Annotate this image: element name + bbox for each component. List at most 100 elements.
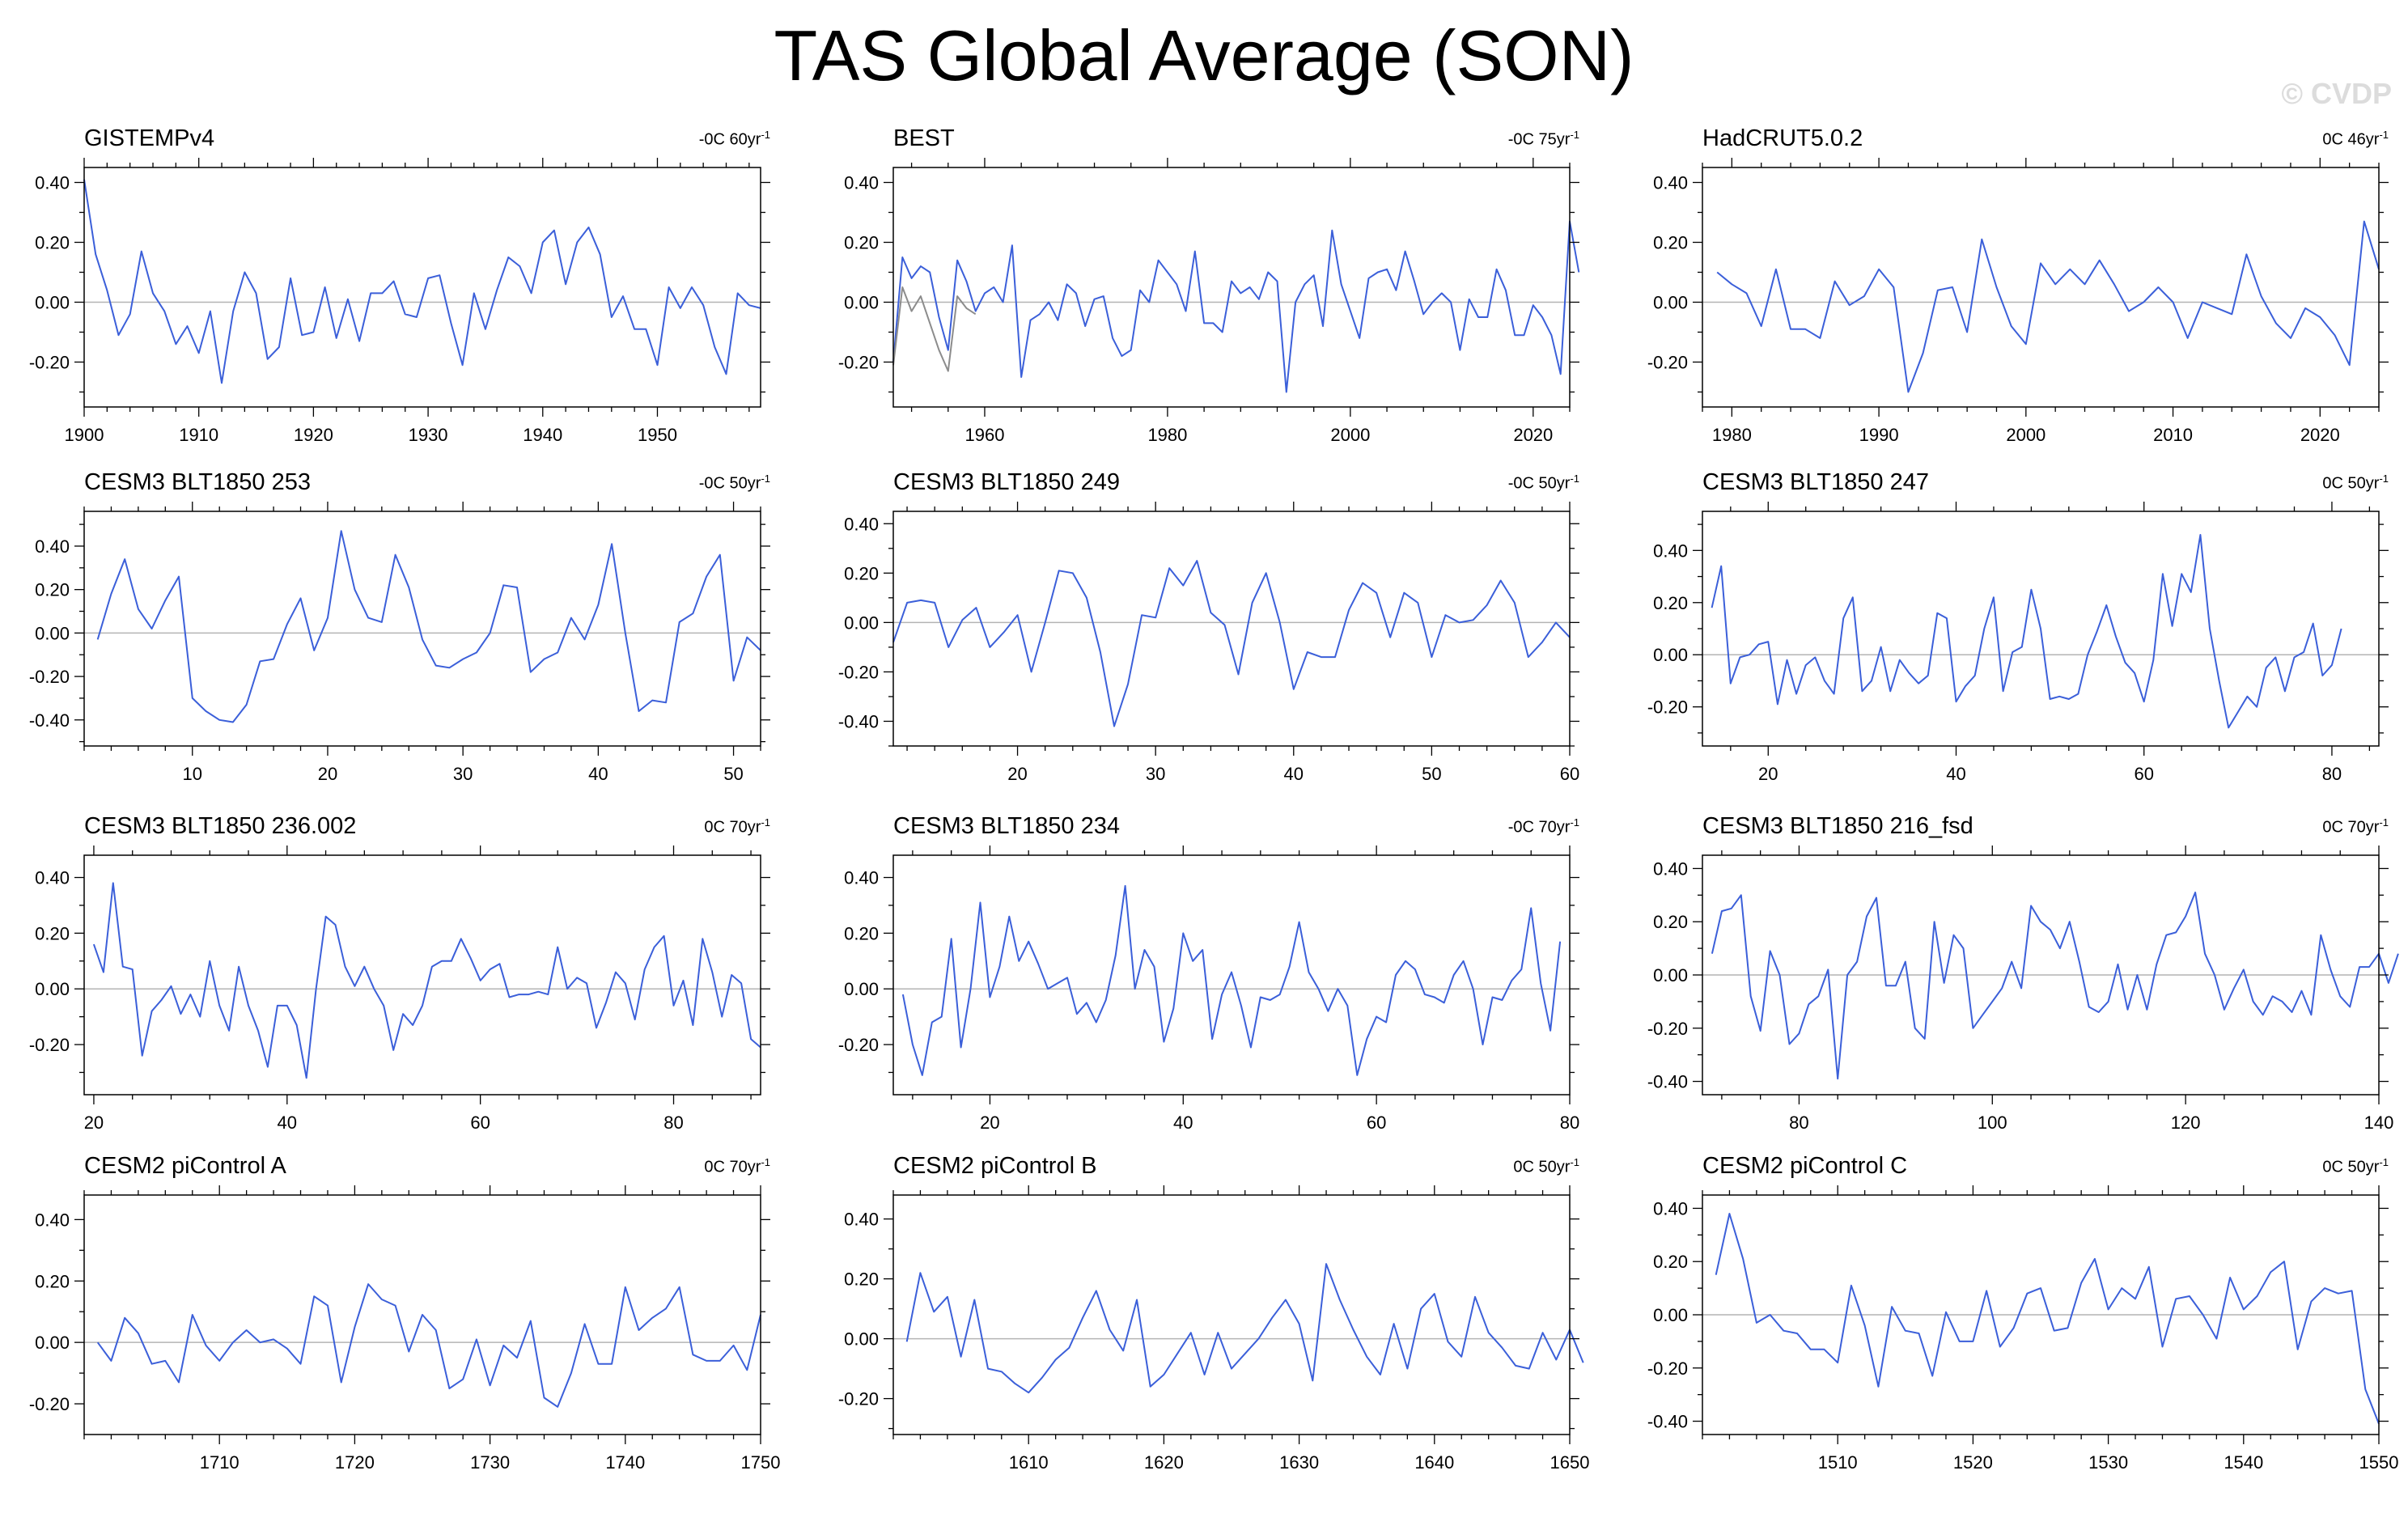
chart-svg: -0.20 0.00 0.20 0.40 1980 1990 2000 2010 2020 xyxy=(1647,158,2389,445)
x-tick-label: 80 xyxy=(1789,1112,1808,1133)
trend-value: 0C 46yr xyxy=(2322,130,2380,149)
panel-title: CESM3 BLT1850 247 xyxy=(1702,469,1929,495)
trend-annotation: 0C 70yr-1 xyxy=(704,816,770,837)
trend-value: -0C 70yr xyxy=(1507,818,1571,837)
x-tick-label: 50 xyxy=(723,764,743,784)
chart-panel: HadCRUT5.0.2 0C 46yr-1 -0.20 0.00 0.20 0.40 19… xyxy=(1618,125,2408,469)
x-tick-label: 20 xyxy=(318,764,337,784)
trend-annotation: 0C 50yr-1 xyxy=(2322,473,2389,494)
trend-annotation: -0C 50yr-1 xyxy=(699,473,770,494)
trend-value: 0C 70yr xyxy=(704,818,761,837)
y-tick-label: 0.20 xyxy=(844,233,879,253)
x-tick-label: 40 xyxy=(1284,764,1304,784)
y-tick-label: -0.40 xyxy=(1647,1072,1688,1092)
plot-frame xyxy=(83,167,761,408)
y-tick-label: 0.40 xyxy=(1653,858,1688,879)
y-tick-label: 0.40 xyxy=(35,1210,70,1230)
y-tick-label: 0.00 xyxy=(844,979,879,999)
series-line xyxy=(892,560,1571,727)
y-tick-label: -0.20 xyxy=(838,662,879,682)
trend-value: -0C 60yr xyxy=(698,130,761,149)
y-tick-label: 0.40 xyxy=(35,868,70,888)
chart-panel: CESM3 BLT1850 253 -0C 50yr-1 -0.40 -0.20 0.0… xyxy=(0,469,809,813)
x-tick-label: 1940 xyxy=(523,425,562,445)
x-tick-label: 2020 xyxy=(1513,425,1553,445)
plot-frame xyxy=(892,167,1571,408)
x-tick-label: 1640 xyxy=(1414,1452,1454,1473)
x-tick-label: 10 xyxy=(183,764,202,784)
x-tick-label: 80 xyxy=(1560,1112,1579,1133)
y-tick-label: 0.40 xyxy=(1653,1198,1688,1218)
y-tick-label: 0.40 xyxy=(1653,540,1688,561)
x-tick-label: 1610 xyxy=(1009,1452,1049,1473)
x-tick-label: 1720 xyxy=(335,1452,375,1473)
y-tick-label: -0.20 xyxy=(1647,697,1688,718)
x-tick-label: 140 xyxy=(2364,1112,2394,1133)
y-tick-label: 0.20 xyxy=(1653,233,1688,253)
y-tick-label: 0.00 xyxy=(35,979,70,999)
x-tick-label: 60 xyxy=(1560,764,1579,784)
x-tick-label: 1950 xyxy=(638,425,677,445)
panel-title: BEST xyxy=(893,125,955,151)
panel-title: GISTEMPv4 xyxy=(84,125,215,151)
panel-title: CESM3 BLT1850 236.002 xyxy=(84,813,357,839)
trend-annotation: -0C 70yr-1 xyxy=(1508,816,1579,837)
y-tick-label: -0.40 xyxy=(838,711,879,731)
x-tick-label: 1510 xyxy=(1818,1452,1858,1473)
chart-svg: -0.20 0.00 0.20 0.40 20 40 60 80 xyxy=(29,846,770,1133)
chart-panel: CESM3 BLT1850 216_fsd 0C 70yr-1 -0.40 -0.20… xyxy=(1618,813,2408,1157)
trend-exponent: -1 xyxy=(2379,1156,2389,1168)
trend-exponent: -1 xyxy=(2379,816,2389,829)
x-tick-label: 60 xyxy=(470,1112,490,1133)
x-tick-label: 1930 xyxy=(409,425,448,445)
chart-svg: -0.40 -0.20 0.00 0.20 0.40 1510 1520 1530 1540 15… xyxy=(1647,1185,2398,1473)
plot-frame xyxy=(1702,167,2380,408)
plot-frame xyxy=(892,1194,1571,1435)
x-tick-label: 1630 xyxy=(1279,1452,1319,1473)
x-tick-label: 120 xyxy=(2171,1112,2201,1133)
series-line xyxy=(892,286,977,372)
chart-panel: CESM3 BLT1850 249 -0C 50yr-1 -0.40 -0.20 0.0… xyxy=(809,469,1618,813)
y-tick-label: -0.20 xyxy=(1647,1019,1688,1039)
x-tick-label: 40 xyxy=(278,1112,297,1133)
trend-exponent: -1 xyxy=(2379,129,2389,141)
trend-exponent: -1 xyxy=(761,1156,770,1168)
trend-annotation: 0C 50yr-1 xyxy=(2322,1156,2389,1177)
plot-frame xyxy=(83,511,761,747)
y-tick-label: 0.00 xyxy=(35,293,70,313)
chart-svg: -0.40 -0.20 0.00 0.20 0.40 80 100 120 140 xyxy=(1647,846,2399,1133)
x-tick-label: 1980 xyxy=(1147,425,1187,445)
y-tick-label: 0.40 xyxy=(844,173,879,193)
series-line xyxy=(83,179,761,384)
trend-value: 0C 50yr xyxy=(2322,474,2380,493)
y-tick-label: 0.00 xyxy=(1653,965,1688,985)
trend-value: 0C 70yr xyxy=(2322,818,2380,837)
x-tick-label: 60 xyxy=(1367,1112,1386,1133)
chart-panel: CESM3 BLT1850 236.002 0C 70yr-1 -0.20 0.00 0… xyxy=(0,813,809,1157)
x-tick-label: 40 xyxy=(1946,764,1965,784)
panel-title: CESM3 BLT1850 234 xyxy=(893,813,1120,839)
trend-exponent: -1 xyxy=(1570,816,1579,829)
y-tick-label: -0.40 xyxy=(1647,1412,1688,1432)
y-tick-label: 0.00 xyxy=(35,1333,70,1353)
panel-title: HadCRUT5.0.2 xyxy=(1702,125,1863,151)
x-tick-label: 1910 xyxy=(179,425,218,445)
trend-value: -0C 75yr xyxy=(1507,130,1571,149)
trend-exponent: -1 xyxy=(1570,1156,1579,1168)
panel-title: CESM3 BLT1850 216_fsd xyxy=(1702,813,1973,839)
y-tick-label: 0.20 xyxy=(844,923,879,943)
trend-exponent: -1 xyxy=(1570,129,1579,141)
trend-exponent: -1 xyxy=(761,129,770,141)
x-tick-label: 1920 xyxy=(294,425,333,445)
chart-svg: -0.20 0.00 0.20 0.40 20 40 60 80 xyxy=(1647,502,2389,784)
series-line xyxy=(96,1283,761,1408)
series-line xyxy=(892,220,1580,393)
chart-svg: -0.40 -0.20 0.00 0.20 0.40 10 20 30 40 50 xyxy=(29,502,770,784)
x-tick-label: 1740 xyxy=(605,1452,645,1473)
y-tick-label: 0.20 xyxy=(35,233,70,253)
chart-panel: CESM2 piControl C 0C 50yr-1 -0.40 -0.20 0.00… xyxy=(1618,1153,2408,1497)
chart-panel: GISTEMPv4 -0C 60yr-1 -0.20 0.00 0.20 0.40 1900… xyxy=(0,125,809,469)
chart-svg: -0.20 0.00 0.20 0.40 20 40 60 80 xyxy=(838,846,1579,1133)
y-tick-label: 0.00 xyxy=(35,623,70,643)
